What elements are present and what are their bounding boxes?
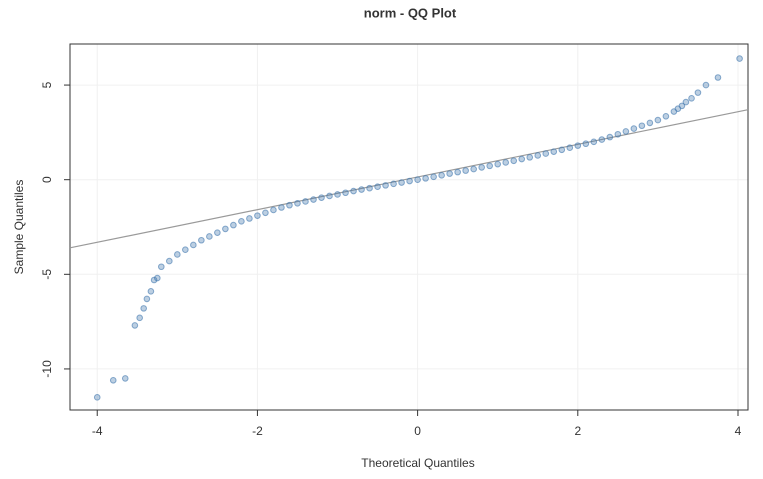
point xyxy=(454,168,461,176)
point xyxy=(93,394,101,401)
point xyxy=(374,183,381,190)
point xyxy=(150,276,158,284)
x-tick-label: 0 xyxy=(414,424,421,438)
point xyxy=(630,125,638,132)
point xyxy=(736,55,743,62)
point xyxy=(582,140,590,148)
point xyxy=(654,116,662,124)
chart-title: norm - QQ Plot xyxy=(364,5,457,20)
point xyxy=(638,122,646,130)
point xyxy=(550,148,558,155)
point xyxy=(230,221,237,229)
point xyxy=(446,170,453,177)
plot-frame xyxy=(69,43,749,411)
point xyxy=(714,74,722,81)
point xyxy=(622,128,630,135)
point xyxy=(350,187,357,195)
point xyxy=(526,154,534,161)
point xyxy=(174,251,181,258)
point xyxy=(542,150,550,157)
point xyxy=(566,144,574,152)
point xyxy=(302,198,309,205)
y-tick-label: -5 xyxy=(40,269,54,280)
point xyxy=(510,157,518,165)
point xyxy=(390,180,397,188)
point xyxy=(262,209,269,217)
point xyxy=(366,184,373,192)
point xyxy=(214,229,221,236)
point xyxy=(136,314,143,322)
point xyxy=(270,206,277,214)
point xyxy=(238,218,245,225)
point xyxy=(422,175,429,182)
y-tick-label: 0 xyxy=(40,176,54,183)
point xyxy=(154,274,161,282)
point xyxy=(478,164,485,171)
point xyxy=(534,152,542,159)
point xyxy=(140,305,147,312)
point xyxy=(662,112,670,120)
point xyxy=(486,162,493,170)
point xyxy=(470,165,477,173)
point xyxy=(222,225,229,233)
point xyxy=(121,375,129,382)
point xyxy=(278,204,285,211)
point xyxy=(682,98,690,106)
point xyxy=(318,194,325,201)
point xyxy=(334,191,341,198)
y-tick-label: 5 xyxy=(40,81,54,88)
point xyxy=(358,186,365,193)
point xyxy=(382,182,389,189)
point xyxy=(310,196,317,203)
point xyxy=(694,89,702,96)
point xyxy=(558,146,566,154)
point xyxy=(688,95,695,102)
point xyxy=(502,159,510,166)
point xyxy=(190,241,197,249)
point xyxy=(646,119,654,127)
point xyxy=(342,189,349,197)
point xyxy=(166,257,173,265)
point xyxy=(109,376,117,384)
point xyxy=(606,133,614,141)
point xyxy=(438,172,445,179)
point xyxy=(406,177,413,185)
point xyxy=(246,215,253,222)
point xyxy=(147,288,155,295)
point xyxy=(131,322,139,329)
point xyxy=(518,155,526,163)
point xyxy=(702,81,710,89)
y-axis-label: Sample Quantiles xyxy=(12,180,26,275)
point xyxy=(254,212,261,219)
point xyxy=(143,295,151,303)
point xyxy=(206,233,213,240)
point xyxy=(182,246,189,254)
point xyxy=(574,142,582,149)
point xyxy=(590,138,598,146)
point xyxy=(494,160,502,168)
point xyxy=(398,179,405,186)
point xyxy=(286,201,293,209)
x-tick-label: 2 xyxy=(574,424,581,438)
point xyxy=(462,167,469,174)
point xyxy=(326,192,333,200)
point xyxy=(414,176,421,183)
y-tick-label: -10 xyxy=(40,360,54,378)
point xyxy=(598,136,606,143)
x-tick-label: 4 xyxy=(735,424,742,438)
x-tick-label: -4 xyxy=(92,424,103,438)
point xyxy=(294,200,301,207)
point xyxy=(678,102,686,110)
point xyxy=(158,263,165,271)
x-axis-label: Theoretical Quantiles xyxy=(361,456,474,470)
point xyxy=(430,173,437,181)
x-tick-label: -2 xyxy=(252,424,263,438)
point xyxy=(198,236,205,244)
point xyxy=(614,130,622,138)
